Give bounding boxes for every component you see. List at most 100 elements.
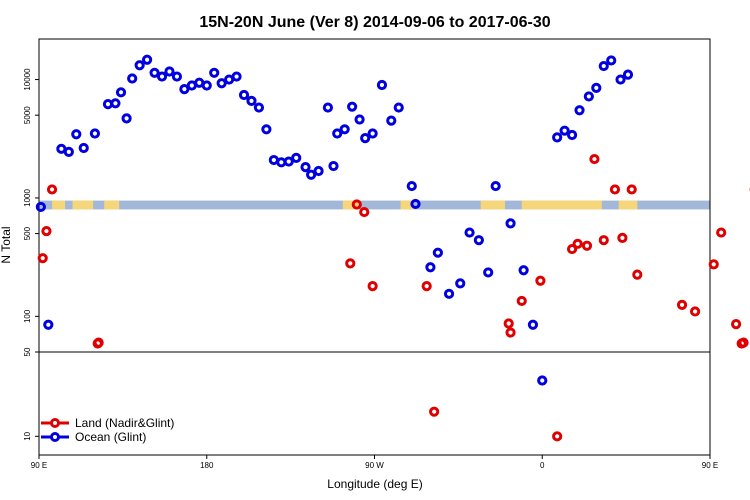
ocean-point bbox=[622, 69, 634, 80]
land-point bbox=[421, 281, 432, 292]
ocean-point bbox=[306, 169, 317, 180]
ocean-point bbox=[209, 67, 220, 78]
land-point bbox=[505, 327, 516, 338]
land-point bbox=[689, 306, 701, 317]
x-tick-label: 180 bbox=[200, 461, 214, 470]
y-tick-label: 10 bbox=[23, 431, 32, 440]
land-point bbox=[581, 240, 593, 251]
ocean-point bbox=[406, 180, 417, 192]
ocean-point bbox=[615, 74, 626, 85]
ocean-point bbox=[110, 98, 121, 109]
data-points bbox=[35, 54, 750, 442]
y-tick-label: 5000 bbox=[23, 106, 32, 124]
land-point bbox=[632, 269, 643, 280]
ocean-point bbox=[164, 66, 175, 77]
ocean-point bbox=[386, 115, 397, 126]
x-axis-label: Longitude (deg E) bbox=[327, 477, 422, 491]
ocean-point bbox=[527, 319, 539, 330]
x-tick-label: 90 W bbox=[365, 461, 384, 470]
plot-frame bbox=[38, 38, 711, 456]
x-tick-label: 0 bbox=[540, 461, 545, 470]
land-point bbox=[367, 281, 378, 292]
ocean-point bbox=[483, 267, 494, 278]
x-tick-label: 90 E bbox=[31, 461, 47, 470]
ocean-point bbox=[537, 375, 548, 386]
land-point bbox=[730, 319, 742, 330]
land-point bbox=[572, 238, 583, 249]
ocean-point bbox=[425, 262, 436, 273]
legend-land-label: Land (Nadir&Glint) bbox=[75, 416, 174, 430]
map-ocean-band bbox=[39, 200, 710, 210]
ocean-point bbox=[332, 128, 343, 139]
ocean-point bbox=[393, 102, 404, 113]
ocean-point bbox=[231, 71, 242, 82]
map-land-segment bbox=[400, 200, 414, 210]
ocean-point bbox=[339, 124, 350, 135]
ocean-point bbox=[246, 95, 257, 107]
land-point bbox=[429, 406, 440, 417]
ocean-point bbox=[156, 71, 168, 82]
ocean-point bbox=[261, 124, 272, 135]
ocean-point bbox=[179, 84, 190, 95]
ocean-point bbox=[347, 101, 358, 112]
ocean-point bbox=[216, 78, 227, 89]
ocean-point bbox=[574, 105, 585, 116]
land-point bbox=[708, 259, 719, 270]
y-axis-label: N Total bbox=[0, 226, 13, 263]
ocean-point bbox=[238, 89, 250, 101]
ocean-point bbox=[63, 146, 74, 157]
ocean-point bbox=[78, 142, 89, 154]
ocean-point bbox=[518, 265, 529, 276]
ocean-point bbox=[591, 82, 602, 94]
ocean-point bbox=[283, 156, 294, 167]
ocean-point bbox=[35, 201, 46, 213]
y-tick-label: 500 bbox=[23, 226, 32, 240]
land-point bbox=[738, 337, 749, 348]
ocean-point bbox=[300, 162, 311, 173]
chart-title: 15N-20N June (Ver 8) 2014-09-06 to 2017-… bbox=[199, 14, 550, 31]
x-tick-label: 90 E bbox=[702, 461, 718, 470]
ocean-point bbox=[115, 87, 127, 98]
axis-frame bbox=[38, 38, 711, 456]
ocean-point bbox=[410, 198, 421, 210]
ocean-point bbox=[142, 54, 153, 65]
legend: Land (Nadir&Glint) Ocean (Glint) bbox=[41, 416, 174, 444]
land-point bbox=[41, 225, 52, 237]
land-point bbox=[716, 227, 727, 238]
legend-ocean-marker bbox=[50, 432, 60, 442]
ocean-point bbox=[201, 80, 212, 91]
land-point bbox=[503, 318, 514, 329]
y-tick-label: 1000 bbox=[23, 189, 32, 207]
land-point bbox=[566, 243, 578, 255]
ocean-point bbox=[149, 67, 160, 78]
ocean-point bbox=[598, 60, 609, 72]
y-axis-ticks: 10 50 100 500 1000 5000 10000 bbox=[23, 68, 39, 441]
legend-land-marker bbox=[50, 418, 60, 428]
ocean-point bbox=[473, 235, 484, 246]
ocean-point bbox=[253, 102, 265, 113]
ocean-point bbox=[566, 129, 578, 141]
map-land-segment bbox=[618, 200, 638, 210]
ocean-point bbox=[89, 128, 101, 139]
map-band bbox=[39, 200, 710, 210]
land-point bbox=[37, 253, 48, 264]
ocean-point bbox=[464, 227, 475, 238]
ocean-point bbox=[134, 60, 145, 71]
ocean-point bbox=[322, 102, 334, 113]
map-land-segment bbox=[480, 200, 505, 210]
ocean-point bbox=[490, 180, 501, 192]
y-tick-label: 50 bbox=[23, 347, 32, 356]
land-point bbox=[626, 184, 637, 195]
land-point bbox=[93, 337, 104, 348]
ocean-point bbox=[313, 165, 324, 177]
land-point bbox=[345, 258, 356, 269]
land-point bbox=[609, 184, 621, 195]
land-point bbox=[589, 153, 600, 165]
map-land-segment bbox=[104, 200, 120, 210]
land-point bbox=[535, 275, 546, 286]
ocean-point bbox=[552, 132, 563, 143]
ocean-point bbox=[505, 218, 516, 229]
ocean-point bbox=[455, 278, 466, 289]
map-land-segment bbox=[521, 200, 602, 210]
